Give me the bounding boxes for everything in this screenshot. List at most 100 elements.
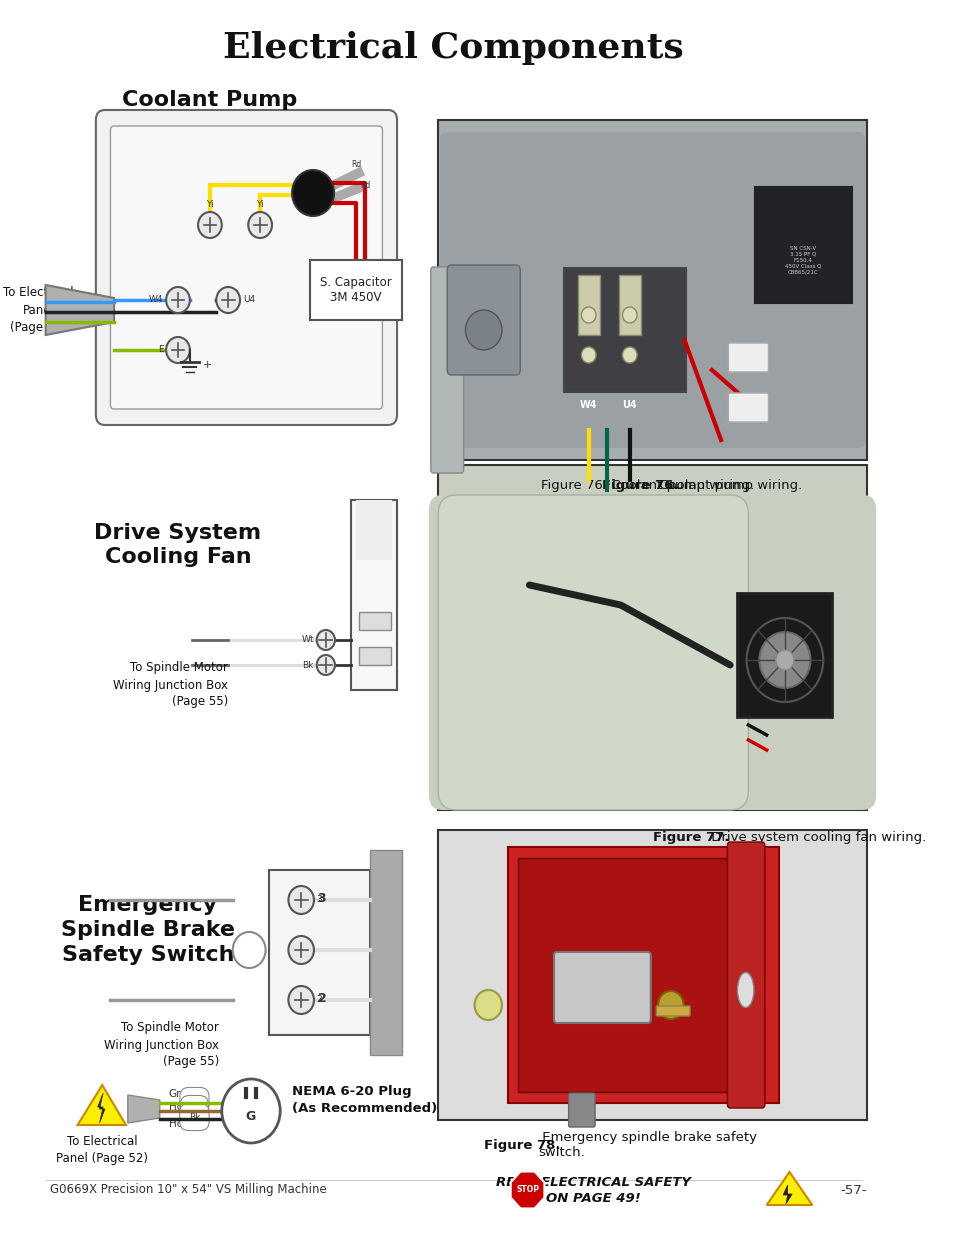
FancyBboxPatch shape (517, 858, 731, 1092)
Bar (355, 500, 392, 559)
Circle shape (248, 212, 272, 238)
Circle shape (465, 310, 501, 350)
Text: Emergency spindle brake safety
switch.: Emergency spindle brake safety switch. (537, 1131, 757, 1158)
Circle shape (658, 990, 683, 1019)
Text: -57-: -57- (840, 1183, 865, 1197)
Text: E: E (157, 346, 163, 354)
Circle shape (292, 170, 334, 216)
FancyBboxPatch shape (447, 266, 519, 375)
Text: Hot: Hot (169, 1119, 187, 1129)
Circle shape (166, 287, 190, 312)
Text: Figure 76.: Figure 76. (601, 478, 679, 492)
Circle shape (288, 986, 314, 1014)
Bar (358, 613, 390, 630)
Bar (618, 275, 640, 335)
Polygon shape (46, 285, 114, 335)
Text: To Electrical
Panel
(Page 52): To Electrical Panel (Page 52) (3, 287, 73, 333)
Circle shape (288, 936, 314, 965)
Circle shape (621, 347, 637, 363)
Text: Yg: Yg (189, 1097, 200, 1105)
Bar (437, 830, 866, 1120)
Text: STOP: STOP (516, 1186, 538, 1194)
Text: Drive system cooling fan wiring.: Drive system cooling fan wiring. (706, 830, 925, 844)
Bar (437, 120, 866, 459)
Text: Drive System
Cooling Fan: Drive System Cooling Fan (94, 522, 261, 567)
FancyBboxPatch shape (95, 110, 396, 425)
FancyBboxPatch shape (508, 847, 778, 1103)
Text: NEMA 6-20 Plug
(As Recommended): NEMA 6-20 Plug (As Recommended) (292, 1086, 436, 1115)
Bar (437, 466, 866, 810)
Polygon shape (782, 1186, 791, 1204)
Polygon shape (77, 1086, 126, 1125)
Text: Rd: Rd (360, 180, 371, 189)
Circle shape (288, 885, 314, 914)
Text: SN CSN-V
3.15 PF Q
F150.4
450V Class Q
CBB65/21C: SN CSN-V 3.15 PF Q F150.4 450V Class Q C… (784, 246, 821, 274)
Bar (351, 500, 396, 690)
Text: Figure 78.: Figure 78. (483, 1139, 559, 1151)
FancyBboxPatch shape (310, 261, 401, 320)
Circle shape (316, 630, 335, 650)
FancyBboxPatch shape (429, 495, 875, 810)
Text: G0669X Precision 10" x 54" VS Milling Machine: G0669X Precision 10" x 54" VS Milling Ma… (51, 1183, 327, 1197)
Text: S. Capacitor
3M 450V: S. Capacitor 3M 450V (320, 275, 392, 304)
Polygon shape (128, 1095, 159, 1123)
Text: To Spindle Motor
Wiring Junction Box
(Page 55): To Spindle Motor Wiring Junction Box (Pa… (113, 662, 228, 709)
Text: G: G (245, 1110, 255, 1124)
Circle shape (316, 655, 335, 676)
Text: Yi: Yi (256, 200, 264, 209)
Text: Rd: Rd (352, 161, 361, 169)
Text: Ground: Ground (169, 1089, 207, 1099)
Circle shape (580, 347, 596, 363)
Text: U4: U4 (242, 295, 254, 305)
Circle shape (621, 308, 637, 324)
Polygon shape (97, 1093, 105, 1123)
FancyBboxPatch shape (656, 1007, 689, 1016)
Text: Coolant pump wiring.: Coolant pump wiring. (655, 478, 801, 492)
FancyBboxPatch shape (437, 495, 748, 810)
Circle shape (166, 337, 190, 363)
FancyBboxPatch shape (568, 1093, 595, 1128)
Text: Wt: Wt (301, 636, 314, 645)
Text: To Spindle Motor
Wiring Junction Box
(Page 55): To Spindle Motor Wiring Junction Box (Pa… (104, 1021, 219, 1068)
Text: Figure 77.: Figure 77. (652, 830, 728, 844)
Text: To Electrical
Panel (Page 52): To Electrical Panel (Page 52) (56, 1135, 148, 1165)
Circle shape (759, 632, 810, 688)
Circle shape (775, 650, 793, 671)
Text: 220V: 220V (134, 1110, 159, 1120)
Text: Electrical Components: Electrical Components (223, 31, 683, 65)
Text: 2: 2 (316, 995, 322, 1004)
Circle shape (474, 990, 501, 1020)
Text: Br: Br (190, 1104, 199, 1114)
Ellipse shape (737, 972, 753, 1008)
Bar (578, 275, 599, 335)
Polygon shape (369, 850, 401, 1055)
Circle shape (216, 287, 240, 312)
FancyBboxPatch shape (563, 268, 685, 391)
FancyBboxPatch shape (727, 343, 768, 372)
Text: Bk: Bk (302, 661, 314, 669)
Circle shape (221, 1079, 280, 1144)
Bar (269, 869, 369, 1035)
Text: Yi: Yi (206, 200, 213, 209)
FancyBboxPatch shape (754, 186, 851, 303)
FancyBboxPatch shape (737, 593, 832, 718)
Text: Coolant Pump: Coolant Pump (122, 90, 297, 110)
FancyBboxPatch shape (431, 267, 463, 473)
Text: W4: W4 (149, 295, 163, 305)
FancyBboxPatch shape (111, 126, 382, 409)
Polygon shape (766, 1172, 811, 1205)
Text: 2: 2 (317, 992, 326, 1004)
FancyBboxPatch shape (439, 132, 864, 448)
Text: Bk: Bk (189, 1113, 200, 1121)
Text: Hot: Hot (169, 1102, 187, 1112)
Text: W4: W4 (579, 400, 597, 410)
Text: +: + (202, 359, 212, 370)
FancyBboxPatch shape (727, 842, 764, 1108)
Circle shape (233, 932, 265, 968)
Bar (358, 647, 390, 664)
FancyBboxPatch shape (554, 952, 650, 1023)
FancyBboxPatch shape (727, 393, 768, 422)
Text: 3: 3 (317, 892, 326, 904)
Text: U4: U4 (621, 400, 637, 410)
Text: 3: 3 (316, 895, 322, 904)
